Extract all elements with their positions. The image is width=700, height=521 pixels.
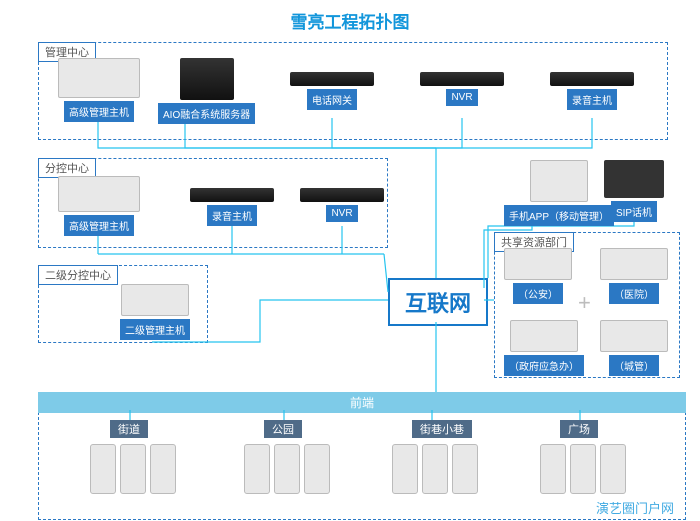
device-icon — [290, 72, 374, 86]
device-label: 高级管理主机 — [64, 101, 134, 122]
front-device-icon — [422, 444, 448, 494]
device-sip: SIP话机 — [604, 160, 664, 222]
device-icon — [58, 58, 140, 98]
device-app: 手机APP（移动管理） — [504, 160, 614, 226]
device-label: NVR — [326, 205, 357, 222]
device-label: 高级管理主机 — [64, 215, 134, 236]
device-mgmt: AIO融合系统服务器 — [158, 58, 255, 124]
front-device-icon — [120, 444, 146, 494]
device-label: 电话网关 — [307, 89, 357, 110]
device-icon — [180, 58, 234, 100]
device-label: SIP话机 — [611, 201, 657, 222]
device-icon — [190, 188, 274, 202]
zone-branch-label: 分控中心 — [38, 158, 96, 178]
front-device-icon — [304, 444, 330, 494]
device-label: NVR — [446, 89, 477, 106]
device-icon — [510, 320, 578, 352]
internet-hub: 互联网 — [388, 278, 488, 326]
device-label: 录音主机 — [567, 89, 617, 110]
device-mgmt: 高级管理主机 — [58, 58, 140, 122]
device-sub: 二级管理主机 — [120, 284, 190, 340]
device-icon — [58, 176, 140, 212]
device-icon — [550, 72, 634, 86]
device-label: （公安） — [513, 283, 563, 304]
device-label: 二级管理主机 — [120, 319, 190, 340]
device-icon — [600, 248, 668, 280]
cross-icon: + — [578, 290, 591, 316]
front-section-label: 公园 — [264, 420, 302, 438]
front-device-icon — [570, 444, 596, 494]
diagram-title: 雪亮工程拓扑图 — [0, 8, 700, 33]
device-mgmt: 电话网关 — [290, 72, 374, 110]
device-label: （医院） — [609, 283, 659, 304]
watermark: 演艺圈门户网 — [596, 498, 674, 517]
front-device-icon — [274, 444, 300, 494]
device-icon — [504, 248, 572, 280]
front-banner: 前端 — [38, 392, 686, 413]
device-label: AIO融合系统服务器 — [158, 103, 255, 124]
zone-sub-label: 二级分控中心 — [38, 265, 118, 285]
device-branch: 高级管理主机 — [58, 176, 140, 236]
sip-phone-icon — [604, 160, 664, 198]
device-label: 录音主机 — [207, 205, 257, 226]
device-branch: NVR — [300, 188, 384, 222]
device-share: （城管） — [600, 320, 668, 376]
device-branch: 录音主机 — [190, 188, 274, 226]
device-label: （政府应急办） — [504, 355, 584, 376]
device-mgmt: 录音主机 — [550, 72, 634, 110]
device-label: 手机APP（移动管理） — [504, 205, 614, 226]
device-icon — [600, 320, 668, 352]
device-mgmt: NVR — [420, 72, 504, 106]
front-section-label: 街巷小巷 — [412, 420, 472, 438]
front-device-icon — [600, 444, 626, 494]
device-share: （政府应急办） — [504, 320, 584, 376]
front-section-label: 广场 — [560, 420, 598, 438]
front-device-icon — [392, 444, 418, 494]
front-section-label: 街道 — [110, 420, 148, 438]
phone-icon — [530, 160, 588, 202]
device-icon — [121, 284, 189, 316]
device-icon — [300, 188, 384, 202]
device-label: （城管） — [609, 355, 659, 376]
front-device-icon — [150, 444, 176, 494]
front-device-icon — [244, 444, 270, 494]
front-device-icon — [540, 444, 566, 494]
device-icon — [420, 72, 504, 86]
device-share: （医院） — [600, 248, 668, 304]
front-device-icon — [90, 444, 116, 494]
front-device-icon — [452, 444, 478, 494]
device-share: （公安） — [504, 248, 572, 304]
